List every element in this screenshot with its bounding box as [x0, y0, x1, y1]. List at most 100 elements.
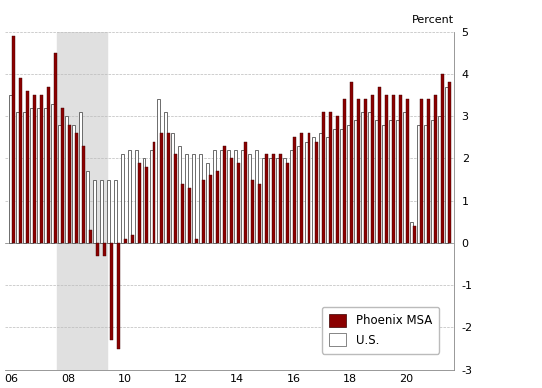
Bar	[199, 154, 202, 243]
Bar	[286, 163, 289, 243]
Bar	[145, 167, 149, 243]
Bar	[269, 158, 272, 243]
Bar	[305, 142, 307, 243]
Bar	[82, 146, 85, 243]
Bar	[152, 142, 156, 243]
Bar	[121, 154, 124, 243]
Bar	[164, 112, 166, 243]
Bar	[413, 226, 416, 243]
Bar	[206, 163, 209, 243]
Bar	[446, 87, 448, 243]
Bar	[138, 163, 141, 243]
Bar	[51, 104, 54, 243]
Bar	[307, 133, 311, 243]
Bar	[96, 243, 99, 256]
Bar	[417, 125, 420, 243]
Bar	[406, 99, 409, 243]
Bar	[37, 108, 40, 243]
Bar	[220, 150, 223, 243]
Bar	[300, 133, 304, 243]
Bar	[279, 154, 282, 243]
Bar	[434, 95, 437, 243]
Bar	[272, 154, 275, 243]
Bar	[136, 150, 138, 243]
Bar	[185, 154, 188, 243]
Bar	[18, 78, 22, 243]
Bar	[223, 146, 226, 243]
Bar	[100, 180, 103, 243]
Bar	[237, 163, 240, 243]
Bar	[40, 95, 43, 243]
Bar	[79, 112, 82, 243]
Bar	[361, 112, 364, 243]
Bar	[23, 112, 25, 243]
Bar	[357, 99, 360, 243]
Bar	[114, 180, 117, 243]
Bar	[312, 137, 314, 243]
Bar	[392, 95, 395, 243]
Bar	[103, 243, 106, 256]
Bar	[378, 87, 381, 243]
Bar	[195, 239, 198, 243]
Bar	[335, 116, 339, 243]
Bar	[347, 125, 350, 243]
Bar	[143, 158, 145, 243]
Bar	[110, 243, 113, 340]
Bar	[328, 112, 332, 243]
Bar	[333, 129, 335, 243]
Bar	[248, 154, 251, 243]
Bar	[389, 121, 392, 243]
Bar	[368, 112, 371, 243]
Bar	[251, 180, 254, 243]
Bar	[291, 150, 293, 243]
Bar	[354, 121, 357, 243]
Bar	[150, 150, 152, 243]
Bar	[33, 95, 36, 243]
Bar	[438, 116, 441, 243]
Bar	[340, 129, 343, 243]
Bar	[227, 150, 230, 243]
Bar	[385, 95, 388, 243]
Bar	[16, 112, 18, 243]
Bar	[68, 125, 71, 243]
Bar	[403, 112, 406, 243]
Bar	[30, 108, 33, 243]
Bar	[180, 184, 184, 243]
Bar	[107, 180, 110, 243]
Bar	[202, 180, 205, 243]
Bar	[192, 154, 195, 243]
Bar	[283, 158, 286, 243]
Bar	[293, 137, 296, 243]
Bar	[178, 146, 180, 243]
Bar	[25, 91, 29, 243]
Bar	[410, 222, 413, 243]
Bar	[166, 133, 170, 243]
Bar	[11, 36, 15, 243]
Text: Percent: Percent	[412, 15, 454, 25]
Bar	[350, 83, 353, 243]
Bar	[131, 234, 134, 243]
Bar	[157, 99, 159, 243]
Bar	[159, 133, 163, 243]
Bar	[364, 99, 367, 243]
Bar	[9, 95, 11, 243]
Bar	[319, 133, 321, 243]
Bar	[173, 154, 177, 243]
Legend: Phoenix MSA, U.S.: Phoenix MSA, U.S.	[321, 307, 439, 353]
Bar	[371, 95, 374, 243]
Bar	[244, 142, 247, 243]
Bar	[343, 99, 346, 243]
Bar	[54, 53, 57, 243]
Bar	[427, 99, 430, 243]
Bar	[117, 243, 120, 348]
Bar	[44, 108, 47, 243]
Bar	[382, 125, 385, 243]
Bar	[375, 121, 378, 243]
Bar	[258, 184, 261, 243]
Bar	[298, 146, 300, 243]
Bar	[441, 74, 444, 243]
Bar	[216, 171, 219, 243]
Bar	[188, 188, 191, 243]
Bar	[265, 154, 268, 243]
Bar	[234, 150, 237, 243]
